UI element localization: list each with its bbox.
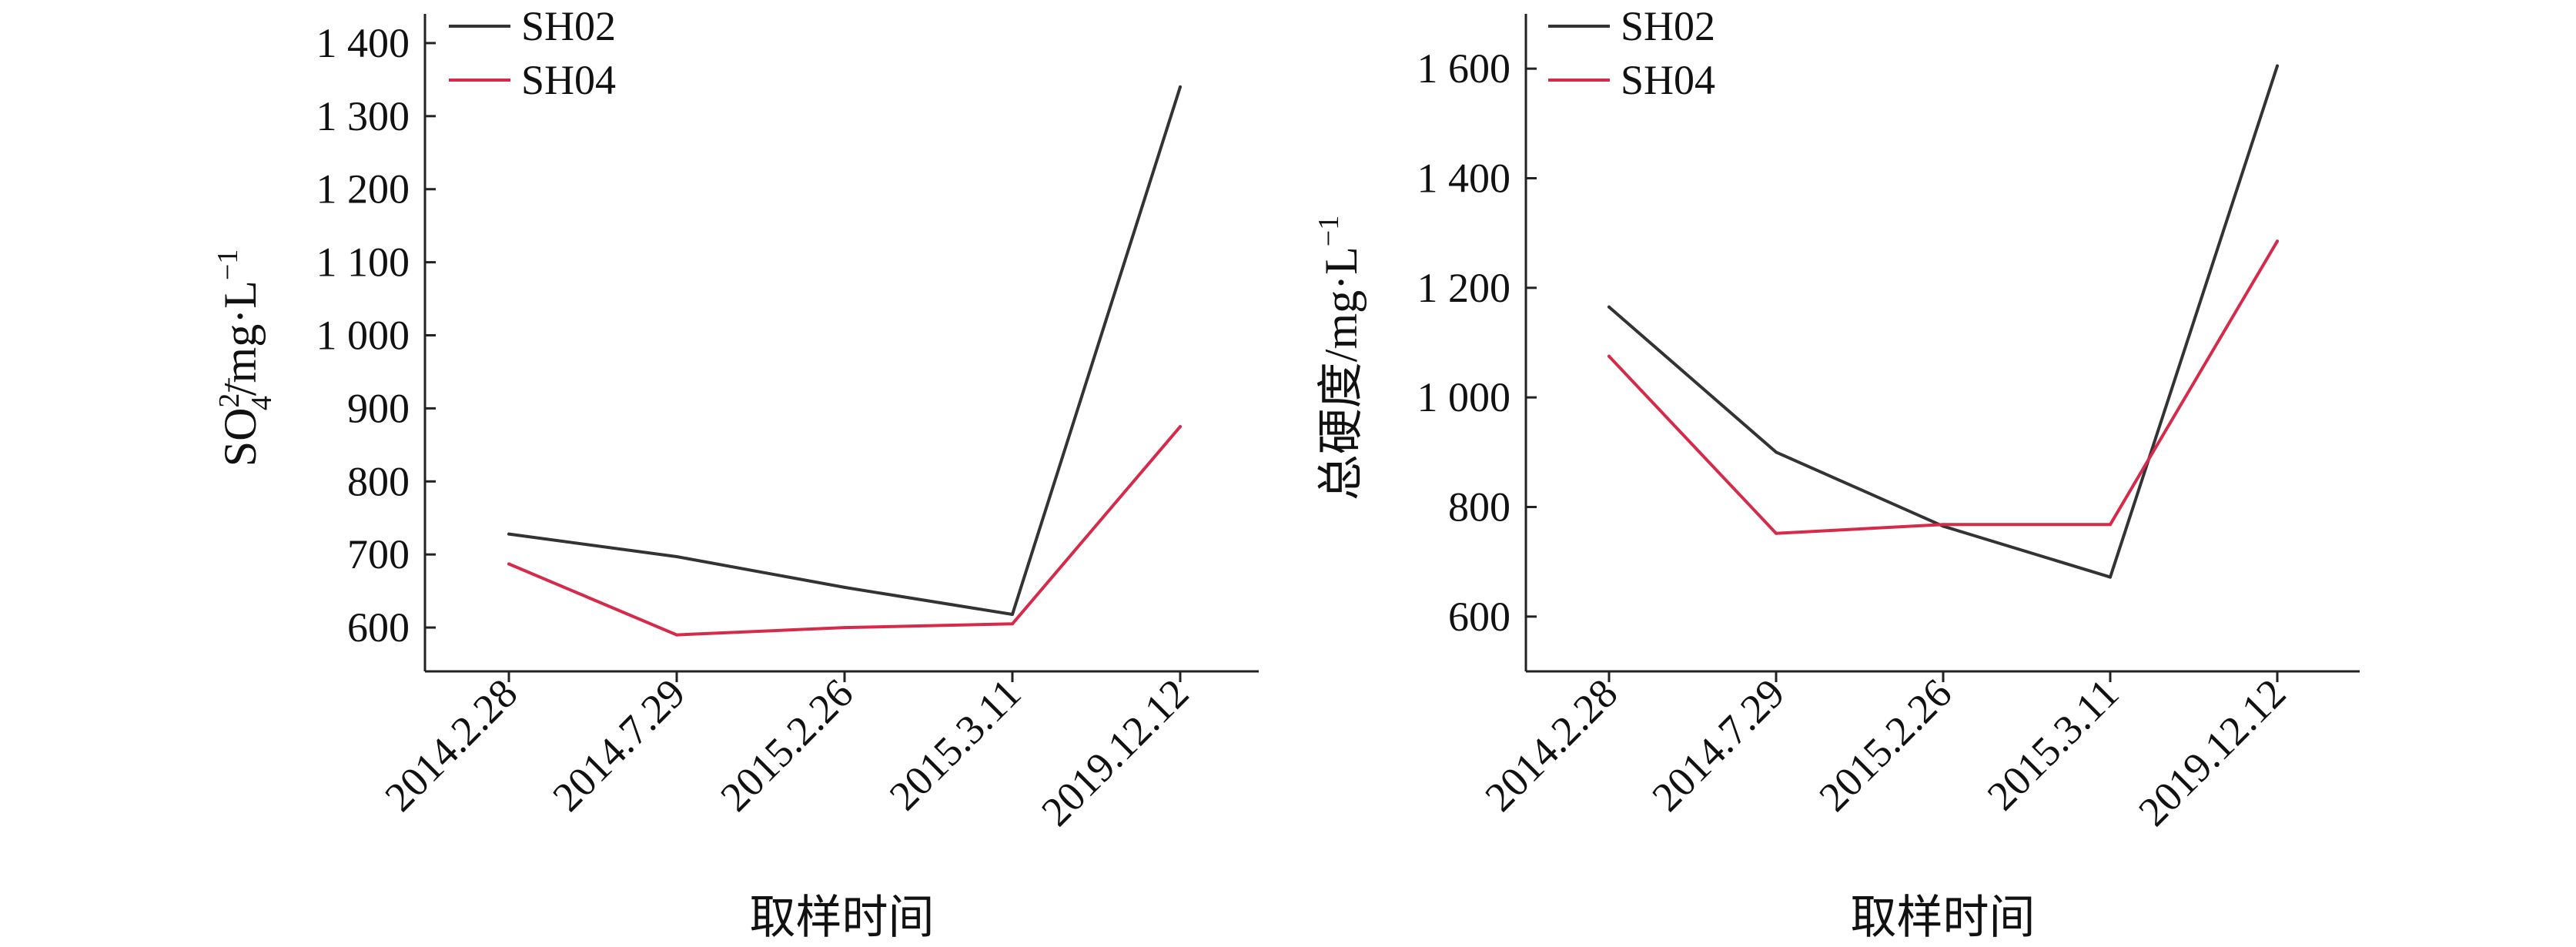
x-tick-label: 2019.12.12: [2129, 670, 2294, 835]
series-line-sh02: [507, 85, 1182, 616]
data-point-sh02: [1011, 613, 1014, 616]
data-point-sh02: [2109, 575, 2112, 579]
data-point-sh04: [1607, 354, 1611, 358]
y-tick-label: 1 400: [316, 20, 410, 66]
x-tick-label: 2015.2.26: [1810, 670, 1960, 820]
y-tick-label: 1 100: [316, 239, 410, 286]
data-point-sh02: [1179, 85, 1182, 89]
y-tick-label: 1 300: [316, 93, 410, 139]
data-point-sh04: [1942, 523, 1945, 527]
series-line-sh02: [1607, 64, 2279, 579]
y-tick-label: 800: [347, 458, 410, 504]
data-point-sh04: [1179, 425, 1182, 429]
x-axis-title: 取样时间: [1851, 892, 2036, 943]
x-tick-label: 2015.2.26: [711, 670, 861, 820]
data-point-sh02: [2276, 64, 2279, 68]
y-tick-label: 1 000: [316, 313, 410, 359]
x-axis-title: 取样时间: [750, 892, 935, 943]
y-tick-label: 900: [347, 385, 410, 431]
y-tick-label: 1 400: [1417, 156, 1511, 202]
y-title-base: SO: [215, 408, 266, 467]
y-title-exponent: −1: [1313, 216, 1345, 246]
y-title-units: /mg·L: [215, 280, 266, 396]
y-tick-label: 1 200: [316, 166, 410, 212]
data-point-sh04: [507, 562, 510, 566]
data-point-sh04: [843, 626, 846, 630]
y-title-base: 总硬度/mg·L: [1316, 246, 1367, 500]
data-point-sh02: [675, 555, 678, 558]
x-tick-label: 2014.2.28: [376, 670, 526, 820]
series-line-sh04: [507, 425, 1182, 637]
y-tick-label: 600: [1448, 594, 1510, 640]
x-tick-label: 2015.3.11: [1979, 670, 2128, 819]
data-point-sh04: [1775, 531, 1778, 535]
y-title-subscript: 4: [246, 396, 278, 410]
data-point-sh02: [1775, 450, 1778, 454]
legend-label: SH04: [521, 57, 616, 103]
data-point-sh02: [507, 532, 510, 536]
x-tick-label: 2014.7.29: [1643, 670, 1793, 820]
legend-label: SH02: [521, 3, 616, 49]
data-point-sh02: [1607, 305, 1611, 309]
y-tick-label: 1 000: [1417, 374, 1511, 420]
legend-label: SH04: [1621, 57, 1715, 103]
chart-sulfate: 600 700 800 900 1 000 1 100 1 200 1 300 1 400 201…: [212, 3, 1259, 943]
x-tick-label: 2015.3.11: [881, 670, 1030, 819]
x-tick-label: 2014.7.29: [544, 670, 694, 820]
y-tick-label: 1 600: [1417, 45, 1511, 92]
y-title-exponent: −1: [212, 249, 244, 280]
data-point-sh04: [2109, 523, 2112, 527]
y-title-superscript: 2−: [213, 376, 246, 407]
y-tick-label: 800: [1448, 484, 1510, 530]
data-point-sh04: [2276, 239, 2279, 243]
x-tick-label: 2014.2.28: [1476, 670, 1626, 820]
y-tick-label: 1 200: [1417, 265, 1511, 311]
data-point-sh02: [843, 585, 846, 589]
legend-label: SH02: [1621, 3, 1715, 49]
data-point-sh04: [675, 633, 678, 637]
y-tick-label: 600: [347, 604, 410, 651]
series-line-sh04: [1607, 239, 2279, 535]
y-axis-title: SO2−4/mg·L−1: [212, 249, 278, 467]
chart-total-hardness: 600 800 1 000 1 200 1 400 1 600 2014.2.28 2014.…: [1313, 3, 2360, 943]
x-tick-label: 2019.12.12: [1032, 670, 1197, 835]
y-tick-label: 700: [347, 531, 410, 577]
y-axis-title: 总硬度/mg·L−1: [1313, 216, 1367, 500]
data-point-sh04: [1011, 622, 1014, 626]
